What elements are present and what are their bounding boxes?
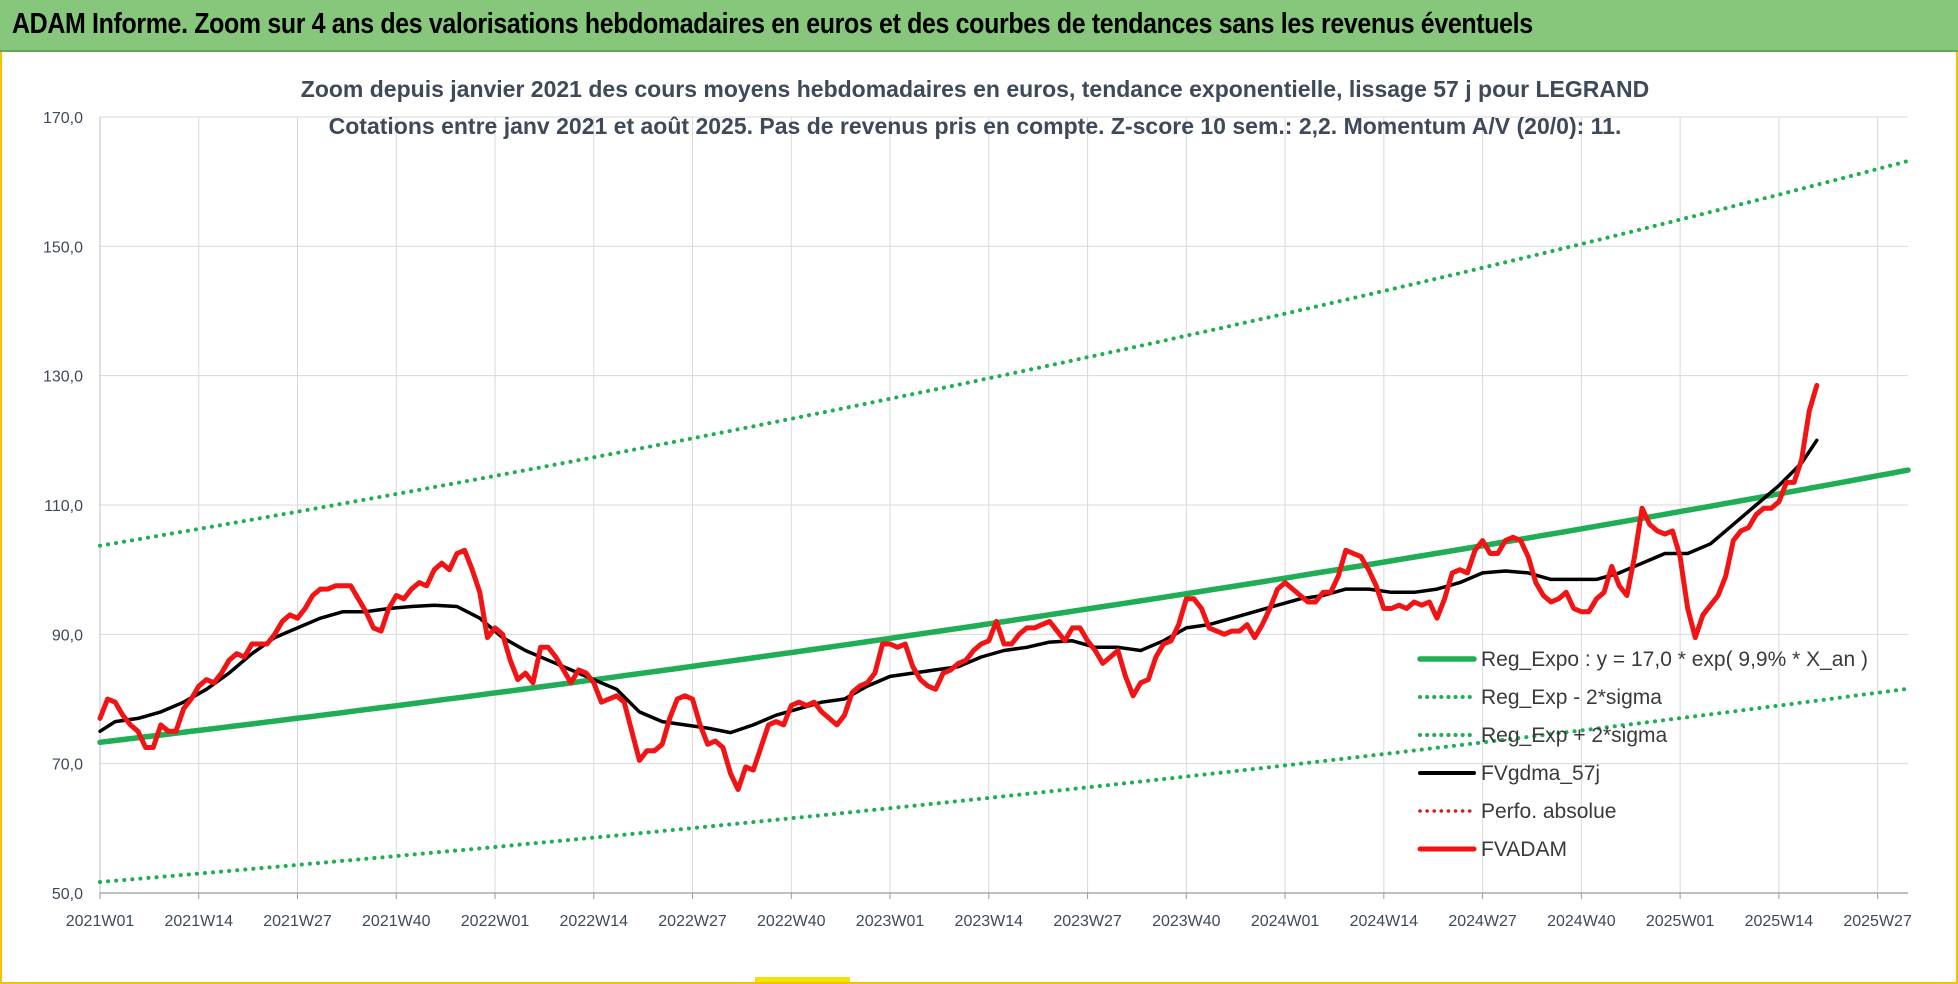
bottom-accent xyxy=(755,977,850,982)
x-tick-label: 2022W27 xyxy=(658,913,727,930)
x-tick-label: 2022W01 xyxy=(461,913,530,930)
x-tick-label: 2021W27 xyxy=(263,913,332,930)
y-tick-label: 130,0 xyxy=(43,369,83,386)
legend-label: FVADAM xyxy=(1481,838,1567,861)
x-tick-label: 2023W40 xyxy=(1152,913,1221,930)
legend-label: Reg_Expo : y = 17,0 * exp( 9,9% * X_an ) xyxy=(1481,648,1868,671)
y-tick-label: 150,0 xyxy=(43,239,83,256)
legend: Reg_Expo : y = 17,0 * exp( 9,9% * X_an )… xyxy=(1417,648,1868,861)
legend-label: FVgdma_57j xyxy=(1481,762,1600,785)
y-tick-label: 50,0 xyxy=(52,886,83,903)
series-reg-exp-minus-2sigma xyxy=(98,686,1910,884)
y-tick-label: 90,0 xyxy=(52,627,83,644)
chart-title-line-2: Cotations entre janv 2021 et août 2025. … xyxy=(329,113,1622,139)
x-tick-label: 2024W27 xyxy=(1448,913,1517,930)
series-layer xyxy=(97,159,1911,884)
series-reg-expo xyxy=(97,467,1911,746)
y-tick-label: 110,0 xyxy=(44,498,83,515)
series-fvadam xyxy=(97,382,1820,792)
banner-title: ADAM Informe. Zoom sur 4 ans des valoris… xyxy=(12,8,1533,40)
x-tick-label: 2023W01 xyxy=(856,913,925,930)
x-tick-label: 2021W01 xyxy=(66,913,135,930)
series-reg-exp-plus-2sigma xyxy=(98,159,1910,548)
x-tick-label: 2024W14 xyxy=(1350,913,1419,930)
x-tick-label: 2025W01 xyxy=(1646,913,1715,930)
x-tick-label: 2024W40 xyxy=(1547,913,1616,930)
x-tick-label: 2024W01 xyxy=(1251,913,1320,930)
x-tick-label: 2022W14 xyxy=(560,913,629,930)
y-tick-label: 170,0 xyxy=(43,110,83,127)
x-tick-label: 2023W27 xyxy=(1053,913,1122,930)
grid xyxy=(99,116,1908,894)
x-tick-label: 2023W14 xyxy=(955,913,1024,930)
legend-label: Reg_Exp + 2*sigma xyxy=(1481,724,1668,747)
legend-label: Perfo. absolue xyxy=(1481,800,1616,823)
x-tick-label: 2021W14 xyxy=(165,913,234,930)
x-tick-label: 2022W40 xyxy=(757,913,826,930)
x-tick-label: 2025W27 xyxy=(1843,913,1912,930)
title-banner: ADAM Informe. Zoom sur 4 ans des valoris… xyxy=(0,0,1958,52)
x-tick-label: 2025W14 xyxy=(1745,913,1814,930)
y-tick-label: 70,0 xyxy=(52,757,83,774)
line-chart: 50,0 70,0 90,0 110,0 130,0 150,0 170,0 2021W01 2… xyxy=(43,76,1912,930)
legend-label: Reg_Exp - 2*sigma xyxy=(1481,686,1662,709)
x-tick-label: 2021W40 xyxy=(362,913,431,930)
chart-title-line-1: Zoom depuis janvier 2021 des cours moyen… xyxy=(301,76,1649,102)
axes: 50,0 70,0 90,0 110,0 130,0 150,0 170,0 2021W01 2… xyxy=(43,110,1912,930)
